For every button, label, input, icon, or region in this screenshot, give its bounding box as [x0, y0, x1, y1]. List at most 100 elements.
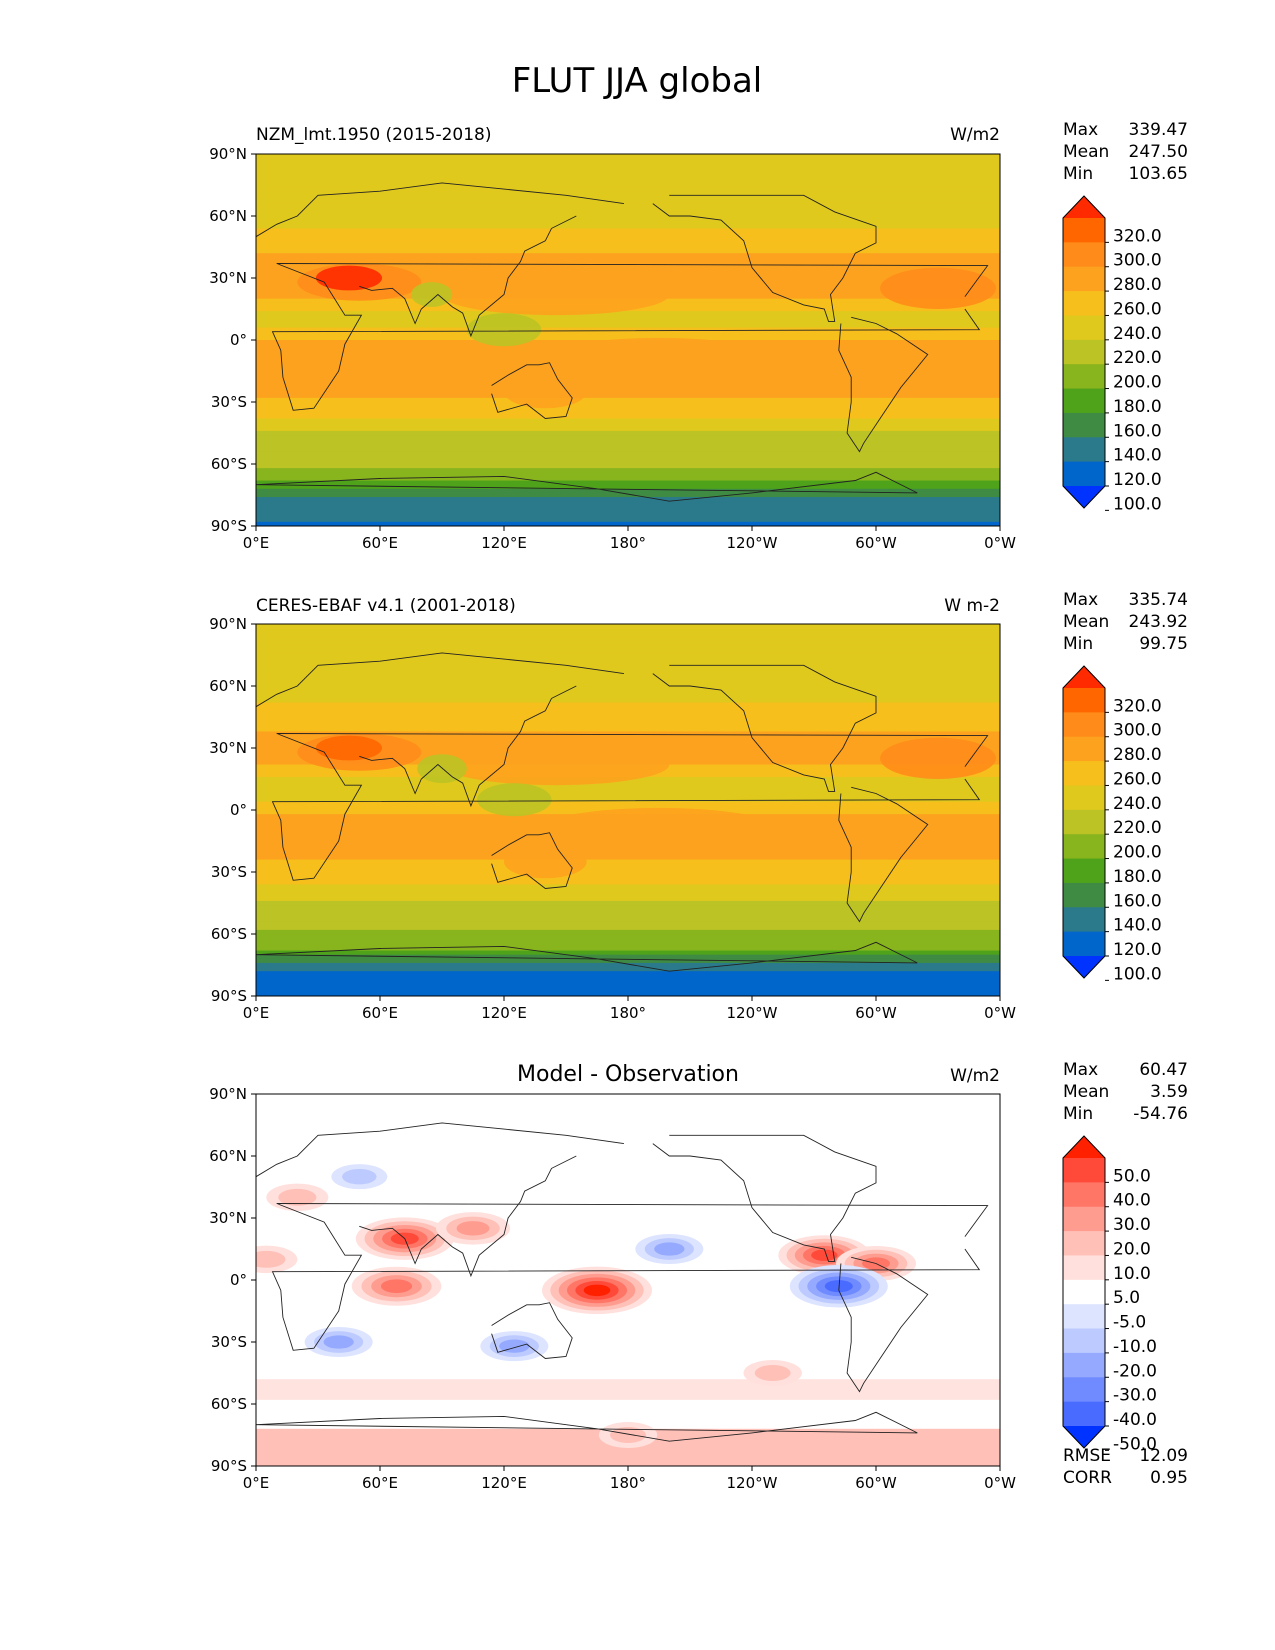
field-band — [256, 422, 1000, 428]
colorbar-extend-bottom — [1063, 486, 1105, 508]
colorbar-label: 140.0 — [1113, 916, 1162, 936]
field-band — [256, 406, 1000, 411]
field-band — [256, 397, 1000, 403]
anomaly-contour — [380, 1279, 413, 1293]
panel-model: NZM_lmt.1950 (2015-2018) W/m2 Max 339.47… — [209, 120, 1188, 552]
colorbar-extend-bottom — [1063, 1426, 1105, 1448]
field-band — [256, 1379, 1000, 1400]
field-band — [256, 439, 1000, 444]
field-band — [256, 393, 1000, 399]
field-band — [256, 925, 1000, 931]
colorbar-label: 220.0 — [1113, 348, 1162, 368]
colorbar-extend-top — [1063, 1136, 1105, 1158]
field-band — [256, 673, 1000, 679]
rmse-label: RMSE — [1063, 1446, 1111, 1466]
corr-label: CORR — [1063, 1468, 1112, 1488]
coastline — [838, 786, 929, 923]
field-band — [256, 913, 1000, 919]
x-tick-label: 120°W — [727, 1474, 778, 1492]
field-band — [256, 517, 1000, 523]
stat-min-label: Min — [1063, 1104, 1093, 1124]
field-band — [256, 414, 1000, 420]
field-band — [256, 430, 1000, 436]
y-tick-label: 60°S — [211, 1395, 247, 1413]
field-band — [256, 719, 1000, 724]
colorbar-label: 100.0 — [1113, 494, 1162, 514]
colorbar-segment — [1063, 461, 1105, 487]
field-band — [256, 859, 1000, 865]
field-band — [256, 402, 1000, 407]
colorbar-segment — [1063, 388, 1105, 414]
field-band — [256, 166, 1000, 172]
colorbar-label: 160.0 — [1113, 421, 1162, 441]
panel-units: W m-2 — [944, 596, 1000, 616]
y-tick-label: 30°S — [211, 863, 247, 881]
field-band — [256, 480, 1000, 486]
field-band — [256, 731, 1000, 737]
field-band — [256, 793, 1000, 799]
colorbar-segment — [1063, 1377, 1105, 1403]
colorbar-extend-top — [1063, 196, 1105, 218]
field-band — [256, 636, 1000, 642]
y-tick-label: 90°S — [211, 987, 247, 1005]
y-tick-label: 90°N — [209, 615, 247, 633]
field-band — [256, 253, 1000, 258]
field-band — [256, 892, 1000, 898]
field-band — [256, 698, 1000, 704]
colorbar-segment — [1063, 412, 1105, 438]
field-band — [256, 710, 1000, 716]
field-band — [256, 521, 1000, 526]
coastline — [838, 316, 929, 453]
field-band — [256, 211, 1000, 217]
field-band — [256, 265, 1000, 271]
panel-units: W/m2 — [950, 1066, 1000, 1086]
map-model: 90°N 60°N 30°N 0° 30°S 60°S 90°S0°E 60°E 120°E 18… — [209, 145, 1016, 552]
field-band — [256, 950, 1000, 956]
coastline — [491, 1302, 573, 1359]
x-tick-label: 60°E — [362, 1004, 398, 1022]
field-band — [256, 727, 1000, 733]
colorbar-label: 280.0 — [1113, 745, 1162, 765]
field-band — [256, 686, 1000, 691]
colorbar-model: 320.0 300.0 280.0 260.0 240.0 220.0 200.0 180.0… — [1062, 195, 1162, 514]
field-band — [256, 447, 1000, 453]
field-band — [256, 958, 1000, 964]
field-band — [256, 905, 1000, 910]
field-band — [256, 249, 1000, 254]
anomaly-contour — [754, 1365, 791, 1381]
coastline — [838, 1256, 929, 1393]
field-band — [256, 847, 1000, 852]
field-band — [256, 257, 1000, 263]
field-band — [256, 888, 1000, 894]
field-band — [256, 690, 1000, 695]
field-band — [256, 410, 1000, 415]
field-band — [256, 244, 1000, 250]
colorbar-segment — [1063, 315, 1105, 341]
y-tick-label: 90°N — [209, 145, 247, 163]
colorbar-segment — [1063, 437, 1105, 463]
field-band — [256, 236, 1000, 242]
field-band — [256, 220, 1000, 225]
colorbar-segment — [1063, 339, 1105, 365]
field-band — [256, 443, 1000, 449]
colorbar-segment — [1063, 1279, 1105, 1305]
y-tick-label: 30°S — [211, 1333, 247, 1351]
coastline — [359, 1155, 577, 1278]
anomaly-contour — [583, 1284, 611, 1297]
field-patch — [503, 845, 587, 879]
coastline — [491, 832, 573, 889]
field-band — [256, 917, 1000, 923]
colorbar-segment — [1063, 291, 1105, 316]
colorbar-segment — [1063, 688, 1105, 713]
field-band — [256, 967, 1000, 972]
field-band — [256, 505, 1000, 511]
field-band — [256, 669, 1000, 675]
colorbar-segment — [1063, 1231, 1105, 1256]
colorbar-segment — [1063, 931, 1105, 957]
colorbar-label: 240.0 — [1113, 794, 1162, 814]
panel-title: Model - Observation — [517, 1062, 739, 1087]
field-band — [256, 311, 1000, 316]
field-band — [256, 640, 1000, 646]
panel-observation: CERES-EBAF v4.1 (2001-2018) W m-2 Max 33… — [209, 590, 1188, 1022]
